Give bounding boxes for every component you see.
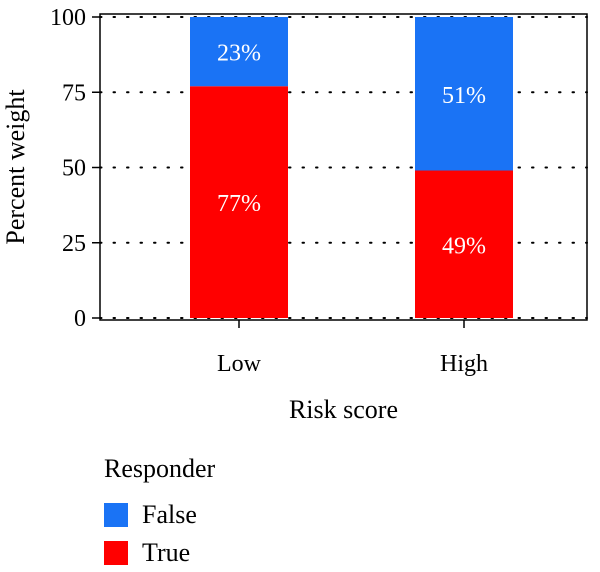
bar-high-false xyxy=(415,17,513,171)
y-tick-label-25: 25 xyxy=(62,231,86,257)
bar-label-low-true: 77% xyxy=(217,191,261,217)
y-tick-label-50: 50 xyxy=(62,156,86,182)
legend-label-true: True xyxy=(142,538,191,567)
legend-item-false: False xyxy=(104,496,215,534)
bar-low-true xyxy=(190,86,288,318)
legend: Responder False True xyxy=(104,454,215,572)
bar-label-high-true: 49% xyxy=(442,233,486,259)
bar-low-false xyxy=(190,17,288,87)
x-tick-label-low: Low xyxy=(217,351,262,377)
bar-labels: 77% 23% 49% 51% xyxy=(217,41,486,260)
stacked-bar-chart: 77% 23% 49% 51% 0 25 50 75 100 Low High Percent … xyxy=(1,5,588,424)
grid-lines xyxy=(99,16,588,319)
x-axis-title: Risk score xyxy=(289,395,398,424)
x-tick-label-high: High xyxy=(440,351,488,377)
legend-label-false: False xyxy=(142,500,197,529)
bars xyxy=(190,17,513,318)
y-tick-label-75: 75 xyxy=(62,80,86,106)
legend-item-true: True xyxy=(104,534,215,572)
bar-label-low-false: 23% xyxy=(217,41,261,67)
legend-title: Responder xyxy=(104,454,216,483)
y-tick-label-100: 100 xyxy=(50,5,86,31)
legend-swatch-true xyxy=(104,541,128,565)
bar-label-high-false: 51% xyxy=(442,83,486,109)
y-axis: 0 25 50 75 100 xyxy=(50,5,100,332)
bar-high-true xyxy=(415,170,513,318)
y-axis-title: Percent weight xyxy=(1,89,30,245)
legend-swatch-false xyxy=(104,503,128,527)
x-axis: Low High xyxy=(217,320,488,377)
y-tick-label-0: 0 xyxy=(74,306,86,332)
